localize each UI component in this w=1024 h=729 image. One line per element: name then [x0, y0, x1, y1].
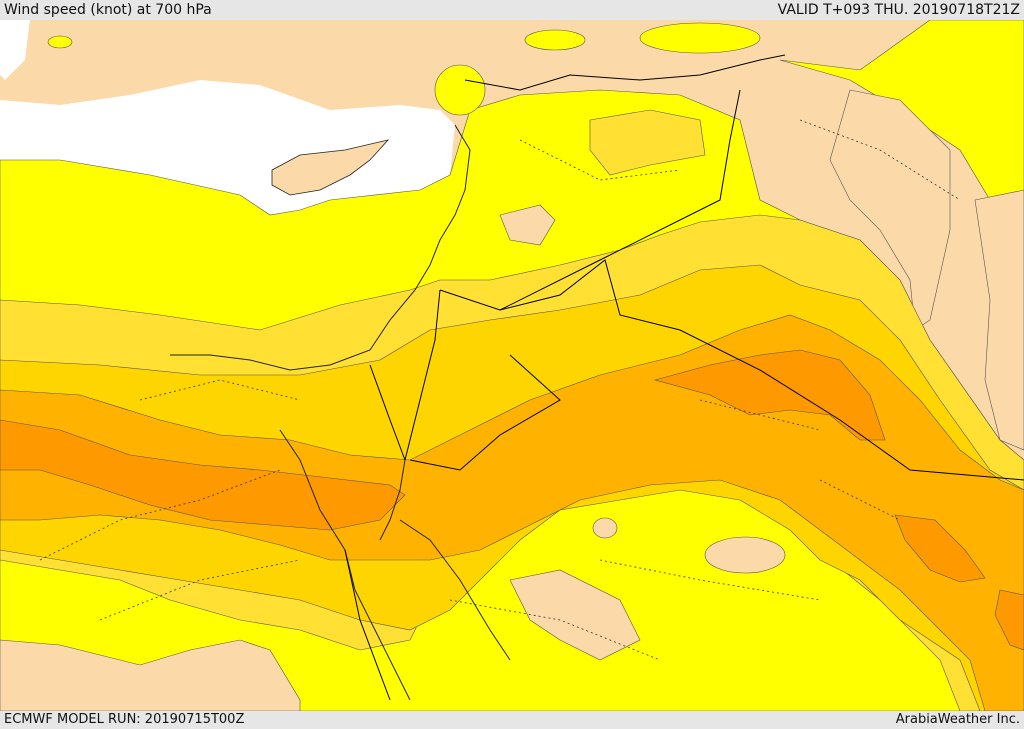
wind-band-5: [894, 514, 986, 583]
calm-patch: [704, 536, 786, 574]
wind-patch-yellow: [47, 35, 73, 49]
wind-band-5: [0, 419, 406, 531]
levant-coastline: [170, 124, 471, 371]
wind-patch-yellow: [524, 29, 586, 51]
country-border: [439, 259, 1024, 481]
wind-band-5: [994, 589, 1024, 651]
calm-patch-south: [509, 569, 641, 661]
map-header: Wind speed (knot) at 700 hPa VALID T+093…: [0, 0, 1024, 20]
valid-time: VALID T+093 THU. 20190718T21Z: [777, 2, 1020, 18]
red-sea-coast: [354, 589, 411, 701]
credit-label: ArabiaWeather Inc.: [895, 712, 1020, 727]
cyprus-island: [271, 139, 390, 196]
map-title: Wind speed (knot) at 700 hPa: [4, 2, 212, 18]
map-footer: ECMWF MODEL RUN: 20190715T00Z ArabiaWeat…: [0, 711, 1024, 729]
wind-patch-yellow: [434, 64, 486, 116]
calm-patch: [499, 204, 556, 246]
country-border: [404, 289, 441, 461]
wind-speed-map: [0, 20, 1024, 711]
wind-band-5: [653, 349, 886, 441]
red-sea-coast-east: [399, 519, 511, 661]
country-border: [369, 364, 406, 461]
caspian-edge: [0, 20, 30, 80]
wind-band-2: [589, 109, 706, 176]
calm-patch: [592, 517, 618, 539]
country-border: [499, 89, 741, 311]
gulf-of-aqaba: [379, 459, 406, 541]
country-border: [464, 54, 786, 91]
province-border: [39, 119, 961, 661]
wind-patch-yellow: [639, 22, 761, 54]
mediterranean-sea: [0, 80, 455, 215]
wind-band-4: [0, 314, 1024, 711]
calm-patch-southwest: [0, 639, 301, 711]
model-run-label: ECMWF MODEL RUN: 20190715T00Z: [4, 712, 245, 727]
country-border: [409, 354, 561, 471]
country-border: [344, 549, 391, 701]
